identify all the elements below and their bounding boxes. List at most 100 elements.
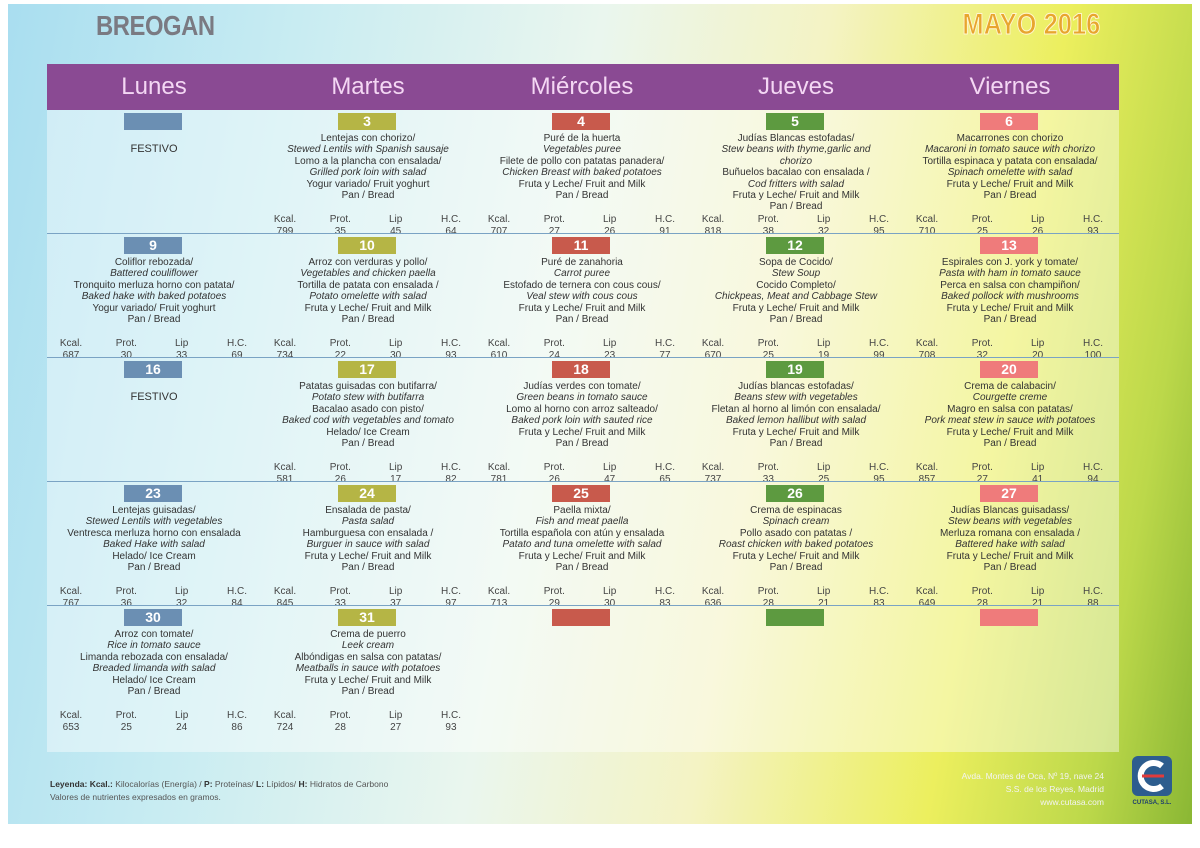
day-cell: 3 Lentejas con chorizo/Stewed Lentils wit… — [261, 111, 475, 237]
nutrient-label: Kcal. — [273, 338, 297, 349]
day-number-badge: 26 — [766, 485, 824, 502]
nutrient-value: 767 — [62, 597, 80, 609]
menu-items: Puré de zanahoria Carrot puree Estofado de… — [475, 257, 689, 325]
nutrient-column: Kcal. 649 — [905, 586, 949, 609]
day-cell: 19 Judías blancas estofadas/Beans stew wi… — [689, 359, 903, 485]
nutrient-column: Prot. 33 — [746, 462, 790, 485]
nutrient-column: Kcal. 724 — [263, 710, 307, 733]
nutrient-column: H.C. 84 — [215, 586, 259, 609]
nutrient-value: 45 — [390, 225, 402, 237]
nutrient-label: Prot. — [971, 586, 993, 597]
dish-spanish: Espirales con J. york y tomate/ — [941, 257, 1079, 268]
dish-spanish: Estofado de ternera con cous cous/ — [503, 279, 661, 291]
nutrient-label: H.C. — [1082, 214, 1103, 225]
dish-spanish: Pan / Bread — [127, 562, 181, 574]
nutrient-value: 25 — [818, 473, 830, 485]
nutrient-column: Kcal. 653 — [49, 710, 93, 733]
nutrient-column: Kcal. 670 — [691, 338, 735, 361]
dish-spanish: Fruta y Leche/ Fruit and Milk — [518, 302, 646, 314]
dish-spanish: Pan / Bread — [127, 686, 181, 698]
dish-spanish: Cocido Completo/ — [756, 279, 836, 291]
nutrient-column: H.C. 94 — [1071, 462, 1115, 485]
dish-spanish: Pan / Bread — [555, 562, 609, 574]
dish-english: Stew beans with thyme,garlic and — [721, 144, 871, 156]
nutrient-label: Prot. — [543, 338, 565, 349]
day-number-badge: 6 — [980, 113, 1038, 130]
dish-spanish: Fruta y Leche/ Fruit and Milk — [518, 426, 646, 438]
nutrient-column: Kcal. 734 — [263, 338, 307, 361]
nutrient-value: 857 — [918, 473, 936, 485]
nutrient-column: Prot. 25 — [104, 710, 148, 733]
nutrient-label: Lip — [816, 214, 831, 225]
nutrient-column: Prot. 30 — [104, 338, 148, 361]
day-cell: 27 Judías Blancas guisadass/Stew beans wi… — [903, 483, 1117, 609]
dish-spanish: Limanda rebozada con ensalada/ — [80, 651, 228, 663]
month-title: MAYO 2016 — [962, 8, 1101, 42]
nutrient-column: Kcal. 845 — [263, 586, 307, 609]
nutrient-label: H.C. — [654, 214, 675, 225]
nutrient-label: Prot. — [543, 214, 565, 225]
website-link[interactable]: www.cutasa.com — [1040, 797, 1104, 807]
nutrient-label: Kcal. — [487, 586, 511, 597]
nutrient-value: 27 — [976, 473, 988, 485]
dish-spanish: Pan / Bread — [555, 314, 609, 326]
legend-line-2: Valores de nutrientes expresados en gram… — [50, 792, 221, 802]
legend-p-text: Proteínas/ — [212, 779, 256, 789]
nutrient-label: Lip — [174, 710, 189, 721]
dish-spanish: Arroz con tomate/ — [114, 629, 194, 640]
legend-h-text: Hidratos de Carbono — [307, 779, 389, 789]
dish-spanish: Pan / Bread — [555, 438, 609, 450]
day-cell: 25 Paella mixta/Fish and meat paella Torti… — [475, 483, 689, 609]
nutrient-label: Lip — [388, 214, 403, 225]
nutrient-label: Prot. — [329, 586, 351, 597]
nutrient-value: 25 — [762, 349, 774, 361]
day-cell: 26 Crema de espinacas Spinach cream Pollo a… — [689, 483, 903, 609]
day-number-badge — [124, 113, 182, 130]
nutrient-label: Lip — [388, 338, 403, 349]
dish-english: Cod fritters with salad — [747, 178, 845, 190]
holiday-label: FESTIVO — [130, 143, 178, 155]
nutrient-label: Lip — [174, 586, 189, 597]
nutrient-label: Prot. — [115, 710, 137, 721]
nutrient-column: Prot. 25 — [960, 214, 1004, 237]
nutrient-label: H.C. — [440, 710, 461, 721]
menu-items: Macarrones con chorizo Macaroni in tomato… — [903, 133, 1117, 201]
nutrient-label: Kcal. — [273, 462, 297, 473]
dish-spanish: Pan / Bread — [341, 686, 395, 698]
nutrient-column: H.C. 97 — [429, 586, 473, 609]
day-number-badge: 9 — [124, 237, 182, 254]
nutrient-column: Prot. 36 — [104, 586, 148, 609]
menu-page: BREOGAN MAYO 2016 — [8, 4, 1192, 824]
nutrient-value: 37 — [390, 597, 402, 609]
nutrient-column: Kcal. 581 — [263, 462, 307, 485]
nutrient-label: H.C. — [1082, 586, 1103, 597]
nutrition-info: Kcal. 707 Prot. 27 Lip 26 H.C. 91 — [477, 214, 687, 237]
nutrient-label: Lip — [1030, 462, 1045, 473]
nutrient-label: H.C. — [654, 586, 675, 597]
nutrient-label: Prot. — [329, 338, 351, 349]
day-number-badge: 23 — [124, 485, 182, 502]
nutrient-label: Prot. — [757, 214, 779, 225]
nutrient-column: Prot. 29 — [532, 586, 576, 609]
nutrient-value: 99 — [873, 349, 885, 361]
dish-spanish: Fruta y Leche/ Fruit and Milk — [732, 190, 860, 202]
dish-english: Pork meat stew in sauce with potatoes — [924, 415, 1096, 427]
dish-english: Stewed Lentils with Spanish sausaje — [287, 144, 449, 156]
legend-line-1: Leyenda: Kcal.: Kilocalorías (Energía) /… — [50, 778, 388, 791]
nutrient-column: Kcal. 818 — [691, 214, 735, 237]
nutrition-info: Kcal. 713 Prot. 29 Lip 30 H.C. 83 — [477, 586, 687, 609]
dish-spanish: Helado/ Ice Cream — [326, 426, 410, 438]
nutrient-label: Kcal. — [701, 214, 725, 225]
dish-spanish: Fruta y Leche/ Fruit and Milk — [946, 178, 1074, 190]
dish-english: Meatballs in sauce with potatoes — [295, 663, 441, 675]
nutrient-value: 83 — [873, 597, 885, 609]
nutrient-column: Kcal. 799 — [263, 214, 307, 237]
dish-spanish: Pan / Bread — [983, 314, 1037, 326]
day-cell: 13 Espirales con J. york y tomate/Pasta w… — [903, 235, 1117, 361]
nutrient-column: Prot. 27 — [532, 214, 576, 237]
legend-p-key: P: — [204, 779, 213, 789]
nutrient-label: Kcal. — [487, 214, 511, 225]
nutrient-label: Kcal. — [59, 586, 83, 597]
day-name-1: Martes — [331, 73, 405, 100]
legend-l-key: L: — [256, 779, 265, 789]
